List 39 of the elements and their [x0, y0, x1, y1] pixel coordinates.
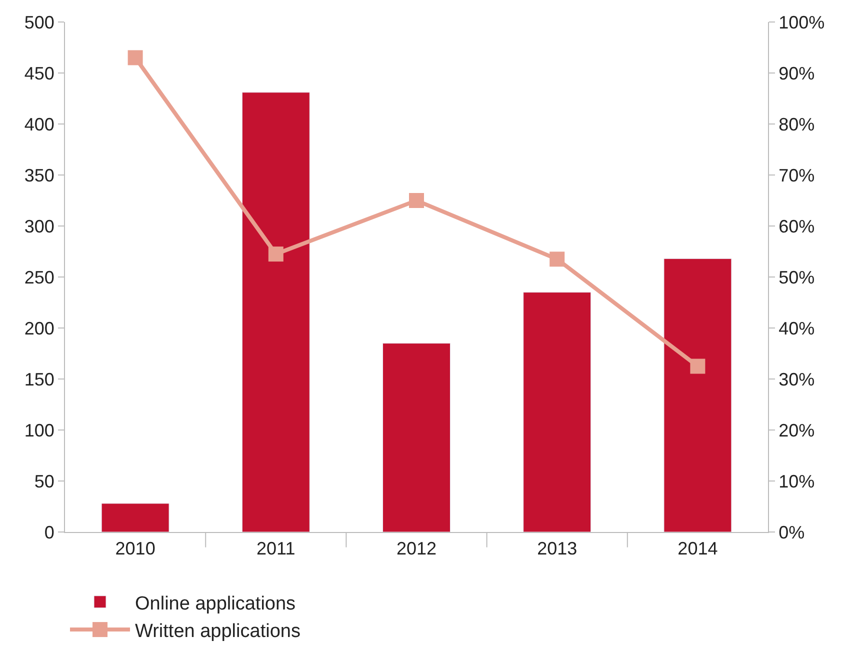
y2-tick-label: 100%	[778, 12, 825, 32]
bar	[242, 92, 310, 532]
y-tick-label: 350	[24, 165, 54, 186]
point	[268, 246, 284, 262]
point	[690, 358, 706, 374]
y-tick-label: 0	[44, 522, 54, 542]
y-tick-label: 400	[24, 114, 54, 134]
x-tick-label: 2014	[678, 538, 718, 559]
bar	[101, 503, 170, 532]
x-tick-label: 2012	[396, 538, 437, 559]
x-tick-label: 2013	[537, 538, 578, 559]
legend-label: Online applications	[135, 593, 296, 614]
x-tick-label: 2011	[256, 538, 296, 559]
y2-tick-label: 90%	[778, 63, 815, 84]
point	[409, 193, 424, 208]
legend-label: Written applications	[135, 620, 300, 642]
y-tick-label: 200	[24, 318, 54, 338]
y-tick-label: 50	[34, 471, 54, 492]
y2-tick-label: 10%	[778, 471, 815, 492]
y-tick-label: 500	[24, 12, 54, 32]
x-tick-label: 2010	[115, 538, 156, 559]
bar	[382, 343, 450, 532]
y-tick-label: 250	[24, 267, 54, 288]
y2-tick-label: 0%	[778, 522, 805, 542]
y2-tick-label: 30%	[778, 369, 815, 390]
y2-tick-label: 20%	[778, 420, 815, 440]
y2-tick-label: 50%	[778, 267, 815, 288]
y2-tick-label: 80%	[778, 114, 815, 134]
y2-tick-label: 60%	[778, 216, 815, 236]
y-tick-label: 150	[24, 369, 54, 390]
point	[550, 252, 565, 267]
y2-tick-label: 40%	[778, 318, 815, 338]
bar	[523, 292, 592, 532]
point	[128, 50, 143, 66]
y2-tick-label: 70%	[778, 165, 815, 186]
y-tick-label: 450	[24, 63, 54, 84]
y-tick-label: 100	[24, 420, 54, 440]
y-tick-label: 300	[24, 216, 54, 236]
bar	[664, 258, 732, 532]
